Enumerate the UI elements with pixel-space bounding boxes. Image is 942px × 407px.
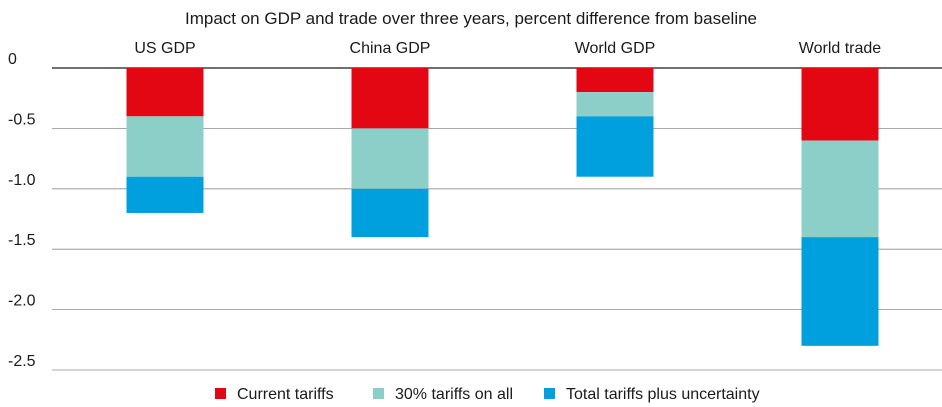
legend-label: Total tariffs plus uncertainty (566, 386, 760, 403)
category-label: World GDP (575, 40, 656, 57)
category-label: China GDP (350, 40, 431, 57)
bar-segment (126, 176, 204, 213)
legend-label: Current tariffs (237, 386, 334, 403)
y-tick-label: -2.5 (8, 353, 36, 370)
legend-swatch (373, 388, 384, 399)
bar-segment (126, 116, 204, 177)
bars (126, 68, 879, 346)
bar-segment (801, 68, 879, 141)
chart-title: Impact on GDP and trade over three years… (185, 9, 757, 28)
category-label: US GDP (134, 40, 195, 57)
y-tick-label: -1.5 (8, 232, 36, 249)
bar-segment (576, 116, 654, 177)
bar-segment (351, 128, 429, 189)
legend-swatch (544, 388, 555, 399)
bar-segment (801, 140, 879, 238)
legend-label: 30% tariffs on all (395, 386, 513, 403)
bar-segment (576, 68, 654, 93)
legend: Current tariffs 30% tariffs on all Total t… (215, 386, 760, 403)
bar-segment (576, 92, 654, 117)
y-tick-label: -2.0 (8, 293, 36, 310)
category-labels: US GDP China GDP World GDP World trade (134, 40, 881, 57)
category-label: World trade (799, 40, 882, 57)
bar-segment (351, 68, 429, 129)
bar-segment (351, 188, 429, 238)
legend-swatch (215, 388, 226, 399)
y-tick-label: -0.5 (8, 111, 36, 128)
y-tick-label: 0 (8, 51, 17, 68)
bar-segment (801, 237, 879, 346)
y-tick-label: -1.0 (8, 172, 36, 189)
y-axis-tick-labels: 0 -0.5 -1.0 -1.5 -2.0 -2.5 (8, 51, 36, 370)
bar-segment (126, 68, 204, 117)
